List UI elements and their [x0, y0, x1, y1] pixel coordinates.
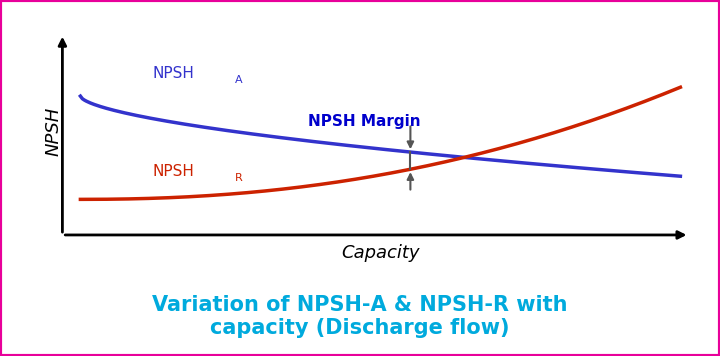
Text: NPSH: NPSH — [153, 164, 194, 179]
Text: Variation of NPSH-A & NPSH-R with
capacity (Discharge flow): Variation of NPSH-A & NPSH-R with capaci… — [152, 295, 568, 338]
Text: Capacity: Capacity — [341, 244, 420, 262]
Text: NPSH Margin: NPSH Margin — [308, 114, 421, 129]
Text: R: R — [235, 173, 243, 183]
Text: NPSH: NPSH — [45, 107, 63, 156]
Text: A: A — [235, 75, 243, 85]
Text: NPSH: NPSH — [153, 66, 194, 81]
